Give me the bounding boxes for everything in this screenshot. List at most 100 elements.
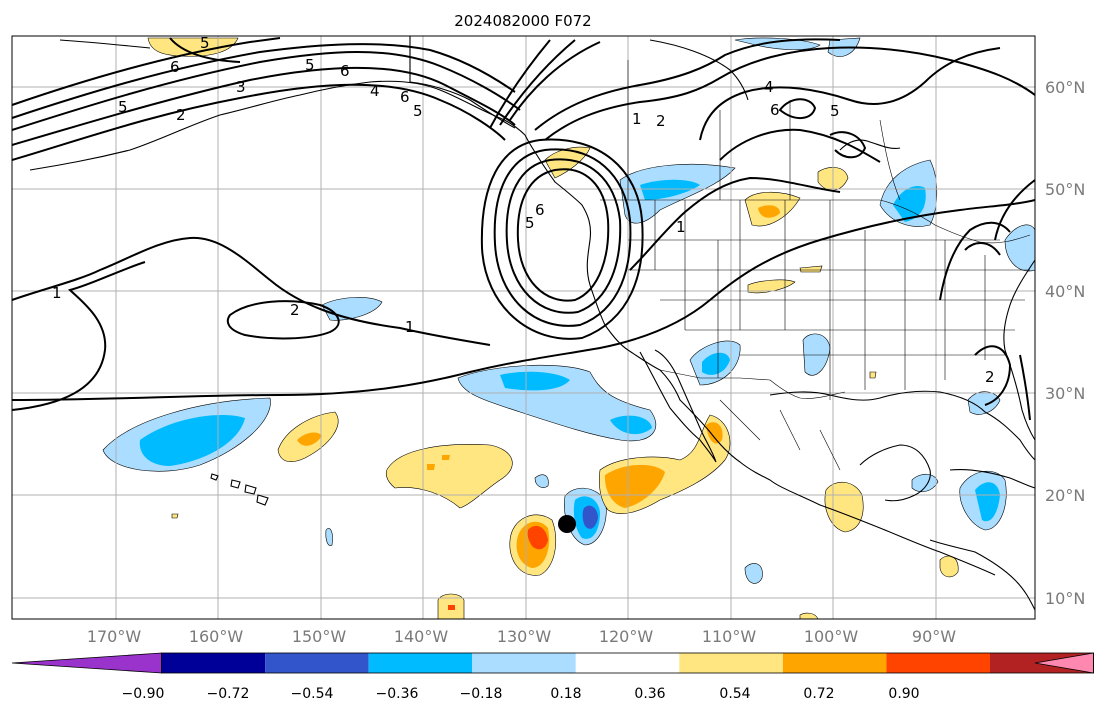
fill-blue-gulf-yucatan xyxy=(911,473,939,493)
colorbar-extend-min xyxy=(11,652,162,674)
lon-label: 160°W xyxy=(189,627,244,646)
contour-arc-3 xyxy=(11,51,521,131)
border-us-mexico xyxy=(659,369,846,399)
fill-red-south xyxy=(527,525,548,550)
political-borders xyxy=(409,36,1031,471)
fill-yellow-guatemala xyxy=(939,555,959,578)
border-mexico-states xyxy=(719,399,841,471)
coast-hawaii-4 xyxy=(210,473,219,481)
contour-label: 2 xyxy=(290,301,300,319)
coast-canada-n xyxy=(649,39,749,101)
coast-aleutians xyxy=(29,80,526,171)
coast-east xyxy=(1003,259,1036,351)
lat-label: 50°N xyxy=(1045,180,1085,199)
border-canada-us xyxy=(600,199,1031,244)
figure-title: 2024082000 F072 xyxy=(454,12,591,30)
fill-blue-great-lakes-core xyxy=(893,185,926,222)
colorbar-tick-labels: −0.90 −0.72 −0.54 −0.36 −0.18 0.18 0.36 … xyxy=(122,686,920,702)
colorbar-tick-label: 0.72 xyxy=(803,686,834,702)
contour-arc-4 xyxy=(11,43,516,119)
contour-ne-6 xyxy=(699,47,1001,141)
contour-label: 5 xyxy=(200,34,210,52)
colorbar-tick-label: 0.36 xyxy=(634,686,665,702)
contour-east-4 xyxy=(1019,354,1031,421)
fill-blue-arizona-core xyxy=(702,352,730,375)
fill-blue-mid-pacific-core2 xyxy=(610,415,652,435)
lat-label: 30°N xyxy=(1045,384,1085,403)
contour-east-3 xyxy=(974,345,1012,406)
colorbar-segments xyxy=(11,652,1094,674)
contour-ne-7 xyxy=(719,128,881,163)
contour-label: 6 xyxy=(400,88,410,106)
fill-orange-baja-tip xyxy=(706,422,723,444)
lat-label: 60°N xyxy=(1045,78,1085,97)
border-canada-prov4 xyxy=(879,119,901,201)
contour-label: 3 xyxy=(236,78,246,96)
lon-label: 100°W xyxy=(804,627,859,646)
fill-orange-central-dot2 xyxy=(442,455,450,460)
contour-label: 1 xyxy=(676,218,686,236)
fill-yellow-kansas xyxy=(799,265,823,273)
lat-label: 20°N xyxy=(1045,486,1085,505)
coast-hawaii-1 xyxy=(230,479,241,489)
lat-label: 40°N xyxy=(1045,282,1085,301)
colorbar-tick-label: −0.36 xyxy=(376,686,419,702)
fill-royal-near-dot xyxy=(582,505,598,529)
contour-label: 4 xyxy=(764,78,774,96)
fill-orange-idaho xyxy=(758,205,780,218)
fill-blue-central-am xyxy=(744,563,763,584)
latitude-labels: 60°N 50°N 40°N 30°N 20°N 10°N xyxy=(1045,78,1085,608)
fill-blue-mid-pacific-core xyxy=(500,371,570,391)
contour-label: 4 xyxy=(370,82,380,100)
lon-label: 170°W xyxy=(87,627,142,646)
lon-label: 150°W xyxy=(292,627,347,646)
contour-label: 6 xyxy=(170,58,180,76)
fill-yellow-central xyxy=(385,444,513,509)
contour-labels: 5 2 3 6 5 4 6 5 1 2 4 6 5 5 6 5 6 2 1 1 … xyxy=(52,34,995,386)
colorbar: −0.90 −0.72 −0.54 −0.36 −0.18 0.18 0.36 … xyxy=(11,652,1094,702)
coast-hawaii-3 xyxy=(256,494,269,506)
fill-yellow-nm xyxy=(747,279,796,294)
contour-east-2 xyxy=(964,242,1001,256)
contours xyxy=(11,37,1036,421)
coast-baja xyxy=(639,349,717,463)
anomaly-fills xyxy=(102,37,1036,620)
contour-low-3 xyxy=(493,148,632,327)
fill-blue-tiny-w xyxy=(325,528,333,546)
lat-label: 10°N xyxy=(1045,589,1085,608)
colorbar-segment xyxy=(472,653,576,673)
contour-ne-2 xyxy=(534,38,841,131)
colorbar-tick-label: 0.90 xyxy=(888,686,919,702)
contour-label: 6 xyxy=(340,62,350,80)
contour-label: 5 xyxy=(118,98,128,116)
contour-label: 5 xyxy=(830,102,840,120)
map-panel: 5 2 3 6 5 4 6 5 1 2 4 6 5 5 6 5 6 2 1 1 … xyxy=(11,34,1036,620)
contour-ne-5 xyxy=(489,39,551,129)
fill-blue-hawaii-west-core xyxy=(139,414,245,466)
storm-center-dot xyxy=(558,515,576,533)
coast-alaska-north xyxy=(59,39,151,49)
contour-label: 6 xyxy=(770,101,780,119)
contour-label: 5 xyxy=(413,102,423,120)
colorbar-segment xyxy=(161,653,266,673)
lon-label: 90°W xyxy=(912,627,956,646)
contour-ne-3 xyxy=(509,41,601,121)
coast-hawaii-2 xyxy=(244,484,257,495)
colorbar-segment xyxy=(782,653,887,673)
fill-blue-canada-arc xyxy=(734,37,821,50)
coastlines xyxy=(29,36,1036,611)
contour-label: 2 xyxy=(656,112,666,130)
contour-ne-8 xyxy=(778,98,817,119)
contour-trough-1 xyxy=(11,236,491,346)
contour-low-4 xyxy=(480,138,644,340)
fill-orange-baja xyxy=(604,464,665,508)
contour-label: 1 xyxy=(405,318,415,336)
colorbar-segment xyxy=(265,653,369,673)
contour-ne-9 xyxy=(829,131,867,159)
colorbar-segment xyxy=(679,653,783,673)
contour-label: 6 xyxy=(535,201,545,219)
fill-yellow-texas-dot xyxy=(869,371,877,379)
contour-label: 2 xyxy=(176,106,186,124)
coast-yucatan xyxy=(859,444,931,502)
